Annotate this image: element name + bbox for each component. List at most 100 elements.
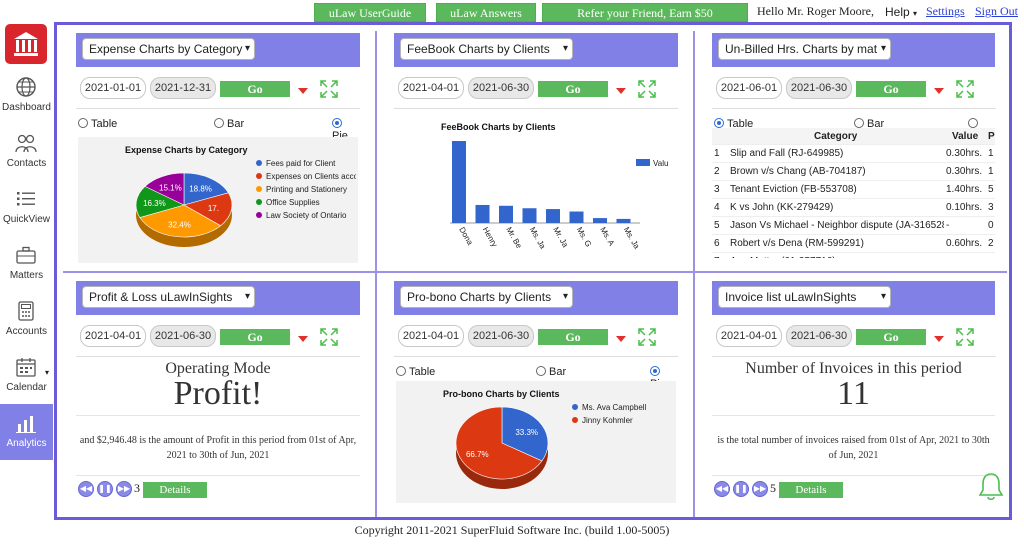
sidebar-item-matters[interactable]: Matters — [0, 236, 53, 292]
settings-link[interactable]: Settings — [926, 4, 965, 18]
briefcase-icon — [16, 246, 36, 264]
pie-slice[interactable] — [183, 172, 229, 206]
report-select[interactable]: Expense Charts by Category ▾ — [82, 38, 255, 60]
table-row[interactable]: 5 Jason Vs Michael - Neighbor dispute (JA… — [712, 216, 995, 234]
go-button[interactable]: Go — [220, 81, 290, 97]
sidebar-item-analytics[interactable]: Analytics — [0, 404, 53, 460]
refer-friend-button[interactable]: Refer your Friend, Earn $50 — [542, 3, 748, 22]
date-from-input[interactable]: 2021-04-01 — [80, 325, 146, 347]
userguide-button[interactable]: uLaw UserGuide — [314, 3, 426, 22]
report-select[interactable]: Invoice list uLawInSights ▾ — [718, 286, 891, 308]
pause-icon[interactable]: ❚❚ — [97, 481, 113, 497]
dropdown-caret-icon[interactable] — [616, 336, 626, 342]
sidebar-item-dashboard[interactable]: Dashboard — [0, 68, 53, 124]
report-select[interactable]: Profit & Loss uLawInSights ▾ — [82, 286, 255, 308]
previous-icon[interactable]: ◀◀ — [714, 481, 730, 497]
radio-table[interactable]: Table — [396, 366, 435, 378]
bar[interactable] — [616, 218, 631, 223]
bar[interactable] — [475, 204, 490, 223]
pie-slice[interactable] — [144, 172, 185, 206]
help-menu[interactable]: Help ▾ — [885, 5, 917, 19]
sidebar-item-contacts[interactable]: Contacts — [0, 124, 53, 180]
go-button[interactable]: Go — [538, 81, 608, 97]
date-from-input[interactable]: 2021-04-01 — [716, 325, 782, 347]
expense-pie: 18.8% 17. 32.4% 16.3% 15.1% — [135, 172, 233, 247]
dropdown-caret-icon[interactable] — [298, 88, 308, 94]
previous-icon[interactable]: ◀◀ — [78, 481, 94, 497]
expand-icon[interactable] — [319, 327, 339, 347]
pie-slice[interactable] — [139, 204, 222, 238]
date-to-input[interactable]: 2021-06-30 — [468, 77, 534, 99]
date-to-input[interactable]: 2021-06-30 — [468, 325, 534, 347]
date-from-input[interactable]: 2021-06-01 — [716, 77, 782, 99]
radio-table[interactable]: Table — [78, 118, 117, 130]
table-row[interactable]: 1 Slip and Fall (RJ-649985) 0.30hrs. 1 — [712, 144, 995, 162]
expand-icon[interactable] — [637, 79, 657, 99]
signout-link[interactable]: Sign Out — [975, 4, 1019, 18]
bell-icon[interactable] — [976, 471, 1006, 503]
radio-bar[interactable]: Bar — [214, 118, 244, 130]
details-button[interactable]: Details — [779, 482, 843, 498]
pie-slice[interactable] — [455, 406, 543, 480]
table-row[interactable]: 4 K vs John (KK-279429) 0.10hrs. 3 — [712, 198, 995, 216]
sidebar-item-accounts[interactable]: Accounts — [0, 292, 53, 348]
date-from-input[interactable]: 2021-04-01 — [398, 325, 464, 347]
sidebar-item-quickview[interactable]: QuickView — [0, 180, 53, 236]
pie-slice[interactable] — [501, 406, 549, 462]
separator — [76, 356, 360, 357]
date-to-input[interactable]: 2021-12-31 — [150, 77, 216, 99]
report-select[interactable]: Un-Billed Hrs. Charts by mat ▾ — [718, 38, 891, 60]
radio-circle — [650, 366, 660, 376]
go-button[interactable]: Go — [856, 329, 926, 345]
radio-table[interactable]: Table — [714, 118, 753, 130]
bar[interactable] — [522, 208, 537, 223]
table-cell: 0 — [988, 220, 994, 231]
caret-down-icon: ▾ — [913, 9, 918, 18]
chart-title: Pro-bono Charts by Clients — [443, 389, 560, 399]
expand-icon[interactable] — [319, 79, 339, 99]
app-logo[interactable] — [5, 24, 47, 64]
bar[interactable] — [499, 205, 513, 223]
dropdown-caret-icon[interactable] — [934, 88, 944, 94]
pause-icon[interactable]: ❚❚ — [733, 481, 749, 497]
expand-icon[interactable] — [955, 327, 975, 347]
dropdown-caret-icon[interactable] — [298, 336, 308, 342]
report-select[interactable]: FeeBook Charts by Clients ▾ — [400, 38, 573, 60]
expand-icon[interactable] — [637, 327, 657, 347]
dropdown-caret-icon[interactable] — [934, 336, 944, 342]
legend-swatch — [256, 199, 262, 205]
go-button[interactable]: Go — [856, 81, 926, 97]
date-to-input[interactable]: 2021-06-30 — [786, 77, 852, 99]
table-row[interactable]: 6 Robert v/s Dena (RM-599291) 0.60hrs. 2 — [712, 234, 995, 252]
date-to-input[interactable]: 2021-06-30 — [786, 325, 852, 347]
go-button[interactable]: Go — [538, 329, 608, 345]
expense-chart: Expense Charts by Category 18.8% 17. 32.4%… — [78, 137, 358, 263]
separator — [394, 108, 678, 109]
date-to-input[interactable]: 2021-06-30 — [150, 325, 216, 347]
go-button[interactable]: Go — [220, 329, 290, 345]
report-select[interactable]: Pro-bono Charts by Clients ▾ — [400, 286, 573, 308]
dropdown-caret-icon[interactable] — [616, 88, 626, 94]
radio-bar[interactable]: Bar — [536, 366, 566, 378]
bar[interactable] — [569, 211, 584, 223]
next-icon[interactable]: ▶▶ — [752, 481, 768, 497]
sidebar-item-calendar[interactable]: ▾ Calendar — [0, 348, 53, 404]
date-from-input[interactable]: 2021-04-01 — [398, 77, 464, 99]
expand-icon[interactable] — [955, 79, 975, 99]
panel-header: Invoice list uLawInSights ▾ — [712, 281, 995, 315]
date-from-input[interactable]: 2021-01-01 — [80, 77, 146, 99]
pie-slice[interactable] — [135, 185, 185, 218]
table-row[interactable]: 7 Any Matter (01-357716) — [712, 252, 995, 258]
bar[interactable] — [546, 209, 560, 223]
answers-button[interactable]: uLaw Answers — [436, 3, 536, 22]
bar[interactable] — [593, 218, 607, 223]
bar[interactable] — [452, 141, 466, 223]
table-row[interactable]: 3 Tenant Eviction (FB-553708) 1.40hrs. 5 — [712, 180, 995, 198]
radio-bar[interactable]: Bar — [854, 118, 884, 130]
expense-panel: Expense Charts by Category ▾ 2021-01-01 2… — [76, 27, 360, 263]
legend-label: Office Supplies — [266, 198, 320, 207]
details-button[interactable]: Details — [143, 482, 207, 498]
table-row[interactable]: 2 Brown v/s Chang (AB-704187) 0.30hrs. 1 — [712, 162, 995, 180]
pie-slice[interactable] — [183, 192, 233, 227]
next-icon[interactable]: ▶▶ — [116, 481, 132, 497]
